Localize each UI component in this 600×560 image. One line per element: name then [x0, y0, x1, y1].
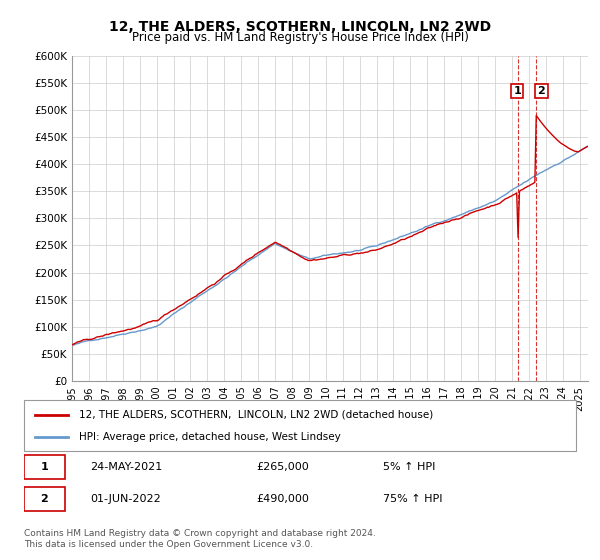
- Text: £265,000: £265,000: [256, 462, 308, 472]
- Text: Contains HM Land Registry data © Crown copyright and database right 2024.
This d: Contains HM Land Registry data © Crown c…: [24, 529, 376, 549]
- Text: 2: 2: [538, 86, 545, 96]
- Text: 2: 2: [41, 494, 48, 504]
- Text: 01-JUN-2022: 01-JUN-2022: [90, 494, 161, 504]
- Text: 24-MAY-2021: 24-MAY-2021: [90, 462, 163, 472]
- Text: £490,000: £490,000: [256, 494, 309, 504]
- Text: 5% ↑ HPI: 5% ↑ HPI: [383, 462, 435, 472]
- Text: 1: 1: [41, 462, 48, 472]
- Text: Price paid vs. HM Land Registry's House Price Index (HPI): Price paid vs. HM Land Registry's House …: [131, 31, 469, 44]
- Text: 1: 1: [514, 86, 521, 96]
- Text: 12, THE ALDERS, SCOTHERN, LINCOLN, LN2 2WD: 12, THE ALDERS, SCOTHERN, LINCOLN, LN2 2…: [109, 20, 491, 34]
- Text: 12, THE ALDERS, SCOTHERN,  LINCOLN, LN2 2WD (detached house): 12, THE ALDERS, SCOTHERN, LINCOLN, LN2 2…: [79, 409, 433, 419]
- Text: HPI: Average price, detached house, West Lindsey: HPI: Average price, detached house, West…: [79, 432, 341, 442]
- FancyBboxPatch shape: [24, 455, 65, 479]
- FancyBboxPatch shape: [24, 400, 576, 451]
- Text: 75% ↑ HPI: 75% ↑ HPI: [383, 494, 442, 504]
- FancyBboxPatch shape: [24, 487, 65, 511]
